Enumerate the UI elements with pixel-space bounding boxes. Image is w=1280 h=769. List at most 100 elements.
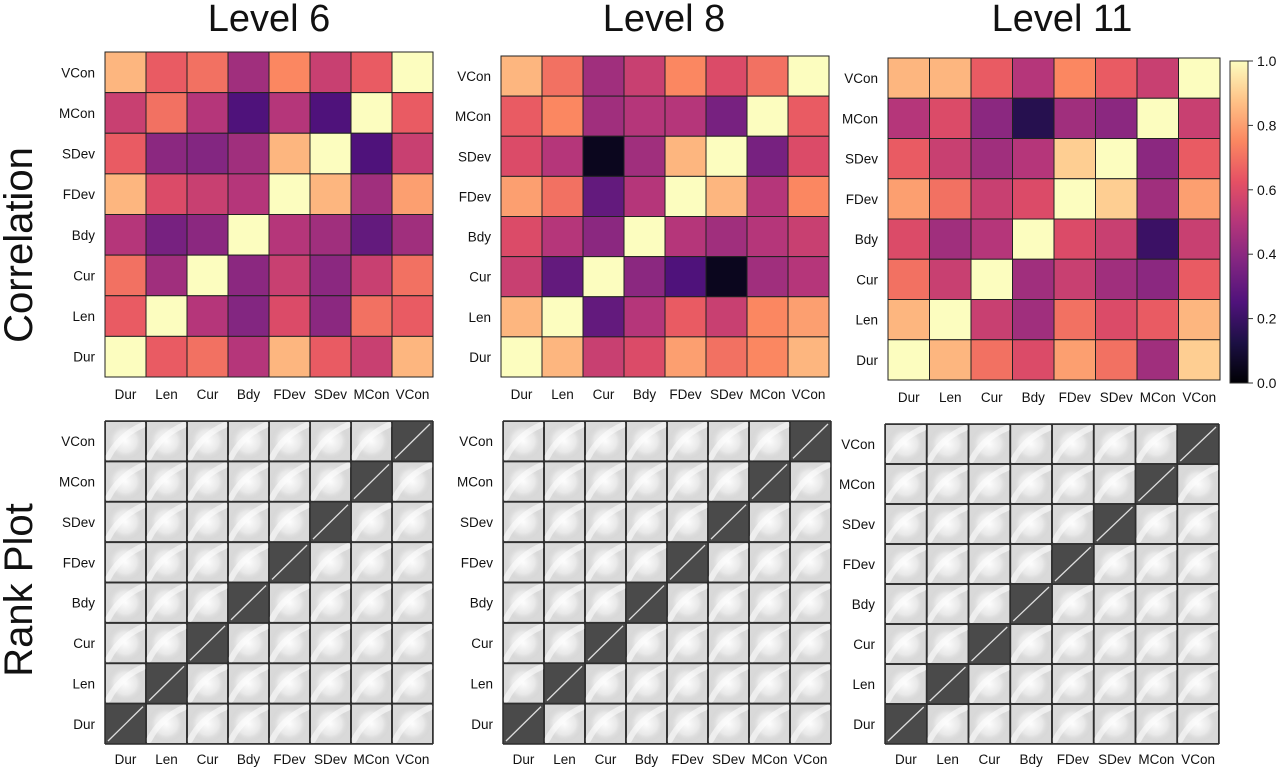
heatmap-cell xyxy=(350,173,393,215)
rank-plot-cell xyxy=(749,543,790,582)
heatmap-cell xyxy=(1136,299,1179,341)
col-label: VCon xyxy=(396,752,430,767)
identity-line xyxy=(1138,466,1175,502)
rank-plot-cell xyxy=(1052,665,1094,703)
rank-plot-cell xyxy=(926,705,969,743)
scatter-trend xyxy=(1093,705,1136,743)
rank-plot-cell xyxy=(708,543,749,582)
rank-plot-cell xyxy=(585,502,626,542)
rank-plot-cell xyxy=(667,664,708,703)
heatmap-cell xyxy=(582,336,625,378)
rank-plot-diagonal-cell xyxy=(791,422,830,461)
scatter-trend xyxy=(269,462,310,501)
scatter-trend xyxy=(392,664,433,703)
rank-plot-cell xyxy=(269,462,310,501)
identity-line xyxy=(312,504,349,540)
scatter-trend xyxy=(503,623,544,663)
scatter-trend xyxy=(1135,585,1178,623)
rank-plot-cell xyxy=(228,623,269,663)
rank-plot-cell xyxy=(1135,425,1178,463)
heatmap-cell xyxy=(145,92,188,134)
rank-plot-cell xyxy=(310,583,351,622)
rank-plot-cell xyxy=(667,623,708,663)
heatmap-cell xyxy=(145,335,188,378)
heatmap-cell xyxy=(268,132,311,175)
scatter-trend xyxy=(1010,545,1052,583)
rank-plot-cell xyxy=(790,583,831,622)
rank-plot-diagonal-cell xyxy=(504,704,543,743)
row-label: SDev xyxy=(458,149,491,164)
heatmap-cell xyxy=(887,97,930,139)
scatter-trend xyxy=(187,462,228,501)
rank-plot-cell xyxy=(105,422,146,461)
scatter-trend xyxy=(585,502,626,542)
heatmap-cell xyxy=(309,254,352,297)
heatmap-cell xyxy=(541,55,584,97)
col-label: Cur xyxy=(197,752,219,767)
heatmap-cell xyxy=(664,55,707,97)
heatmap-cell xyxy=(227,51,270,94)
col-label: FDev xyxy=(1057,752,1090,767)
scatter-trend xyxy=(269,583,310,622)
rank-plot-diagonal-cell xyxy=(1094,505,1135,543)
scatter-trend xyxy=(749,583,790,622)
rank-plot-cell xyxy=(1135,665,1178,703)
heatmap-cell xyxy=(705,55,748,97)
rank-plot-cell xyxy=(392,583,433,622)
rank-plot-cell xyxy=(626,502,667,542)
rank-plot-level-6: VCon MCon SDev FDev Bdy Cur Len Dur Dur Len Cur Bdy… xyxy=(59,420,434,767)
heatmap-cell xyxy=(746,175,789,217)
heatmap-cell xyxy=(582,135,625,177)
row-label: Cur xyxy=(469,270,491,285)
scatter-trend xyxy=(1135,625,1178,663)
heatmap-cell xyxy=(145,254,188,297)
rank-plot-cell xyxy=(351,704,392,743)
col-label: MCon xyxy=(353,752,389,767)
scatter-trend xyxy=(749,543,790,582)
col-label: MCon xyxy=(353,387,389,402)
colorbar-tick-label: 0.2 xyxy=(1257,311,1277,327)
rank-plot-cell xyxy=(1177,665,1219,703)
scatter-trend xyxy=(503,583,544,622)
rank-plot-diagonal-cell xyxy=(969,625,1010,663)
scatter-trend xyxy=(187,664,228,703)
scatter-trend xyxy=(885,425,927,463)
rank-plot-cell xyxy=(503,462,544,501)
heatmap-cell xyxy=(391,132,434,175)
heatmap-cell xyxy=(787,296,830,338)
rank-plot-cell xyxy=(1093,585,1136,623)
rank-plot-cell xyxy=(1135,705,1178,743)
rank-plot-cell xyxy=(228,664,269,703)
col-label: Dur xyxy=(895,752,917,767)
scatter-trend xyxy=(1177,585,1219,623)
rank-plot-cell xyxy=(392,462,433,501)
scatter-trend xyxy=(1052,425,1094,463)
rank-plot-cell xyxy=(310,623,351,663)
rank-plot-cell xyxy=(1010,465,1052,503)
rank-plot-cell xyxy=(392,543,433,582)
heatmap-cell xyxy=(746,216,789,258)
rank-plot-cell xyxy=(626,462,667,501)
heatmap-cell xyxy=(929,97,972,139)
rank-plot-row-title: Rank Plot xyxy=(0,503,41,676)
col-label: Bdy xyxy=(237,752,261,767)
rank-plot-cell xyxy=(1177,545,1219,583)
scatter-trend xyxy=(228,462,269,501)
identity-line xyxy=(505,706,542,742)
col-label: SDev xyxy=(314,387,347,402)
scatter-trend xyxy=(708,664,749,703)
row-label: Bdy xyxy=(468,230,492,245)
scatter-trend xyxy=(585,543,626,582)
heatmap-cell xyxy=(787,95,830,137)
heatmap-cell xyxy=(350,214,393,256)
col-label: Dur xyxy=(898,390,920,405)
scatter-trend xyxy=(544,623,585,663)
rank-plot-diagonal-cell xyxy=(229,583,268,622)
col-label: VCon xyxy=(792,387,826,402)
rank-plot-cell xyxy=(1010,665,1052,703)
rank-plot-cell xyxy=(503,422,544,461)
heatmap-cell xyxy=(1053,178,1096,220)
heatmap-cell xyxy=(500,336,543,378)
heatmap-cell xyxy=(1012,218,1055,260)
scatter-trend xyxy=(708,583,749,622)
